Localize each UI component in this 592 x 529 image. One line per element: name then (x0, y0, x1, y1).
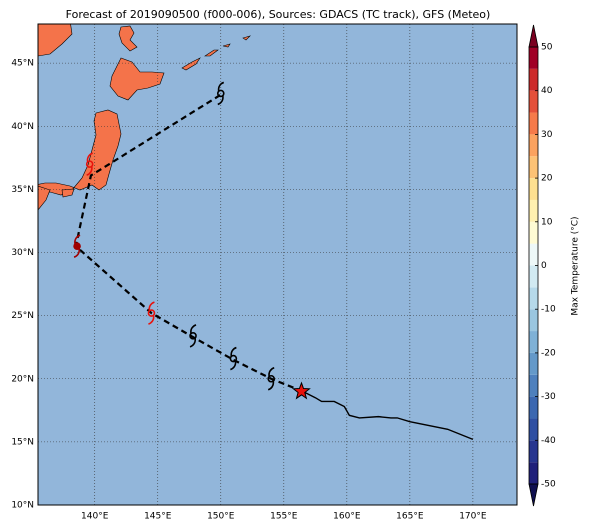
storm-arm (217, 95, 224, 106)
colorbar-tick-label: -10 (541, 305, 556, 315)
colorbar-bin (529, 199, 538, 222)
map-frame (37, 23, 518, 506)
sea (38, 24, 517, 505)
tracks (73, 81, 474, 441)
storm-arm (267, 380, 275, 391)
graticule (38, 24, 517, 505)
colorbar-tick-label: -50 (541, 480, 556, 490)
colorbar-extend-under (528, 483, 539, 507)
colorbar-tick-label: 0 (541, 261, 547, 271)
colorbar-bin (529, 156, 538, 179)
storm-symbol (73, 234, 81, 258)
colorbar-bin (529, 221, 538, 244)
lat-tick-label: 20°N (11, 374, 34, 384)
storm-symbol (147, 301, 156, 325)
storm-arm (86, 152, 93, 163)
colorbar-bin (529, 90, 538, 113)
storm-arm (86, 165, 93, 176)
lon-tick-label: 145°E (144, 512, 172, 522)
storm-eye (267, 374, 275, 383)
storm-arm (230, 360, 237, 371)
colorbar-tick-label: 40 (541, 86, 553, 96)
observed-track (302, 390, 474, 441)
colorbar-tick-label: -30 (541, 392, 556, 402)
current-position (292, 381, 311, 400)
lat-tick-label: 10°N (11, 501, 34, 511)
colorbar-tick-label: 30 (541, 130, 553, 140)
storm-eye (85, 160, 94, 168)
colorbar-bin (529, 287, 538, 310)
colorbar-bin (529, 134, 538, 157)
colorbar-bin (529, 396, 538, 419)
colorbar: -50 -40 -30 -20 -10 0 10 20 30 40 50 (528, 24, 556, 507)
colorbar-tick-label: 50 (541, 43, 553, 53)
storm-symbol (85, 152, 94, 176)
colorbar-tick-label: -40 (541, 436, 556, 446)
colorbar-bin (529, 418, 538, 441)
colorbar-label: Max Temperature (°C) (571, 216, 581, 315)
storm-symbol (229, 346, 238, 371)
storm-arm (148, 314, 155, 325)
storm-arm (73, 248, 81, 258)
storm-eye (189, 332, 197, 340)
lat-tick-label: 15°N (11, 437, 34, 447)
colorbar-tick-label: 10 (541, 217, 553, 227)
storm-arm (148, 301, 155, 312)
storm-arm (189, 337, 197, 348)
colorbar-bin (529, 178, 538, 200)
colorbar-bin (529, 462, 538, 484)
storm-eye (73, 242, 81, 250)
lat-tick-label: 35°N (11, 185, 34, 195)
storm-arm (268, 366, 275, 377)
map-title: Forecast of 2019090500 (f000-006), Sourc… (66, 8, 491, 21)
colorbar-bin (529, 374, 538, 397)
storm-symbol (216, 81, 225, 106)
lon-tick-label: 165°E (396, 512, 424, 522)
storm-eye (147, 309, 156, 317)
storm-arm (230, 346, 237, 357)
lat-tick-label: 45°N (11, 59, 34, 69)
colorbar-tick-label: 20 (541, 174, 553, 184)
storm-eye (216, 89, 225, 98)
colorbar-bin (529, 331, 538, 353)
lat-tick-label: 25°N (11, 311, 34, 321)
storm-arm (217, 81, 225, 92)
colorbar-bin (529, 265, 538, 288)
colorbar-bin (529, 440, 538, 463)
land (38, 24, 252, 211)
storm-arm (190, 324, 197, 334)
storm-symbol (189, 324, 197, 348)
colorbar-bin (529, 309, 538, 332)
lon-tick-label: 155°E (270, 512, 298, 522)
colorbar-bin (529, 112, 538, 135)
lon-tick-label: 170°E (459, 512, 487, 522)
lon-tick-label: 150°E (207, 512, 235, 522)
lat-tick-label: 40°N (11, 122, 34, 132)
storm-symbol (267, 366, 275, 391)
colorbar-bin (529, 243, 538, 266)
lat-tick-label: 30°N (11, 248, 34, 258)
colorbar-tick-label: -20 (541, 348, 556, 358)
forecast-track (74, 93, 304, 393)
lon-tick-label: 160°E (333, 512, 361, 522)
colorbar-extend-over (528, 24, 539, 48)
colorbar-bin (529, 352, 538, 375)
lon-tick-label: 140°E (81, 512, 109, 522)
storm-arm (74, 234, 81, 245)
colorbar-bin (529, 47, 538, 69)
storm-eye (229, 354, 238, 363)
colorbar-bin (529, 68, 538, 91)
